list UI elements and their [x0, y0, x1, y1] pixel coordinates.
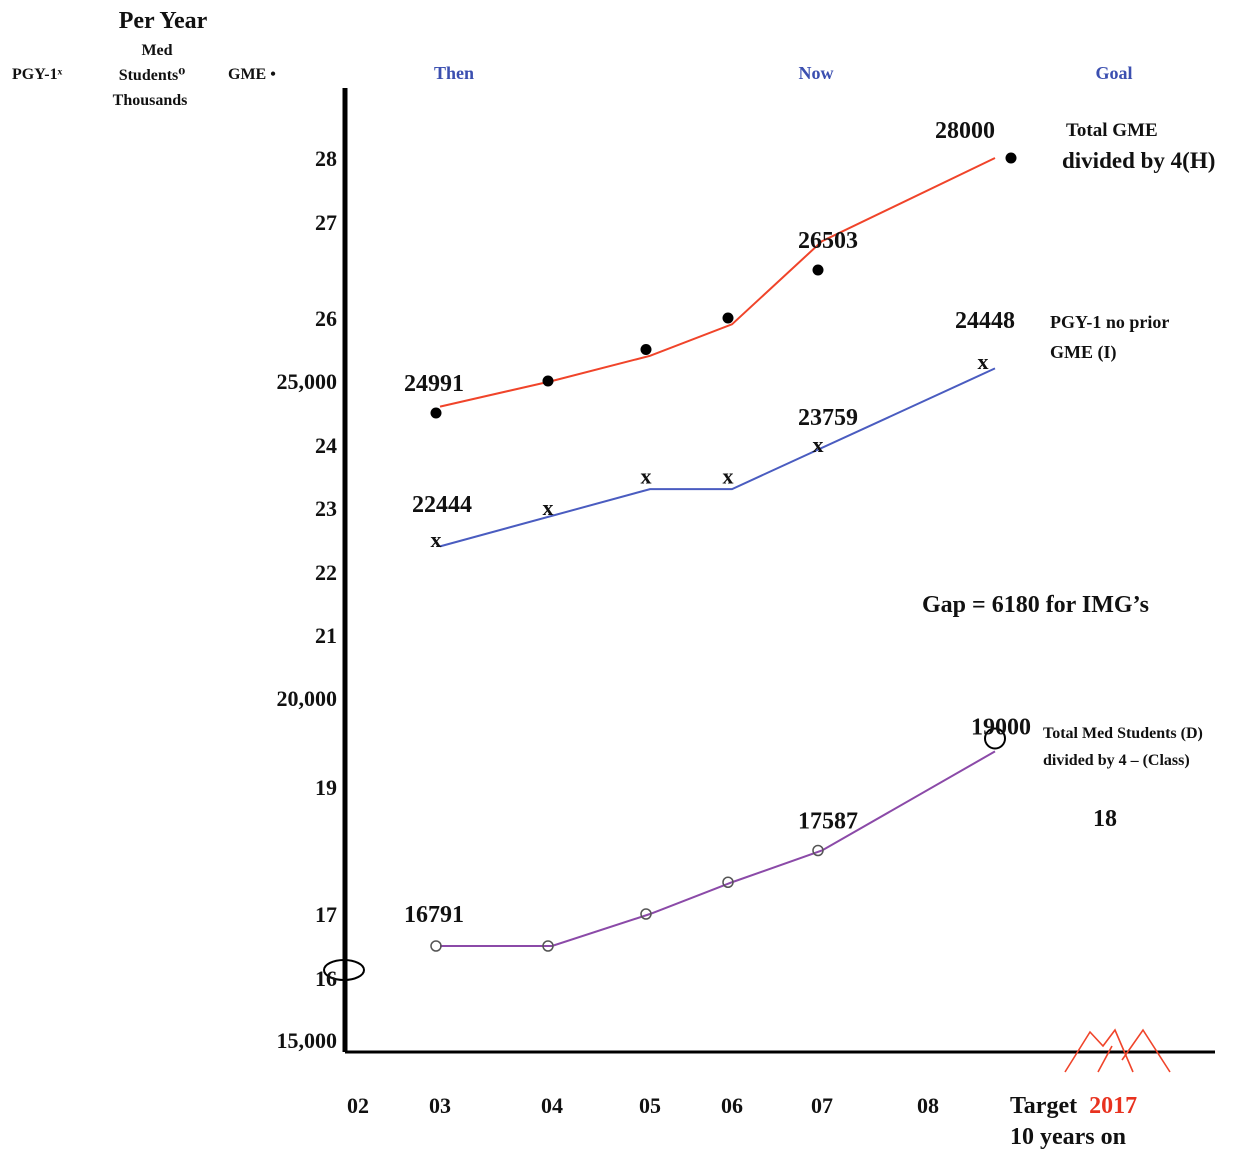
- y-tick-label: 28: [315, 146, 337, 171]
- gme-point: [722, 312, 734, 324]
- axis-break-mark-3: [1121, 1028, 1171, 1073]
- y-tick-label: 19: [315, 775, 337, 800]
- y-tick-label: 21: [315, 623, 337, 648]
- pgy1-header: PGY-1ˣ: [12, 66, 63, 83]
- gme-point: [1005, 152, 1017, 164]
- med-point: [430, 940, 442, 952]
- pgy1-point: x: [813, 432, 824, 457]
- gme-note: divided by 4(H): [1062, 148, 1215, 173]
- gme-value-label: 26503: [798, 228, 858, 254]
- gme-point: [812, 264, 824, 276]
- med-point: [984, 727, 1006, 750]
- y-tick-label: 15,000: [277, 1028, 338, 1053]
- goal-label: Goal: [1095, 63, 1132, 83]
- axis-break-mark-2: [1097, 1045, 1113, 1073]
- y-tick-label: 22: [315, 560, 337, 585]
- med-series: 16791 17587 19000 Total Med Students (D) div…: [404, 715, 1203, 952]
- gme-point: [430, 407, 442, 419]
- pgy1-note: GME (I): [1050, 342, 1117, 363]
- x-tick-label: 02: [347, 1093, 369, 1118]
- y-tick-labels: 28 27 26 25,000 24 23 22 21 20,000 19 17 16 15,000: [277, 146, 338, 1053]
- y-tick-label: 25,000: [277, 369, 338, 394]
- x-tick-labels: 02 03 04 05 06 07 08: [347, 1093, 939, 1118]
- per-year-label: Per Year: [119, 8, 208, 34]
- y-tick-label: 23: [315, 496, 337, 521]
- axis-break-ellipse: [323, 959, 365, 981]
- med-value-label: 16791: [404, 902, 464, 928]
- med-note: Total Med Students (D): [1043, 725, 1203, 742]
- gme-point: [640, 344, 652, 355]
- x-tick-label: 06: [721, 1093, 743, 1118]
- x-tick-label: 05: [639, 1093, 661, 1118]
- gme-note: Total GME: [1066, 120, 1158, 141]
- gme-series: 24991 26503 28000 Total GME divided by 4(H): [404, 118, 1215, 419]
- gme-point: [542, 375, 554, 387]
- series-layer: 24991 26503 28000 Total GME divided by 4(H) x…: [404, 118, 1215, 952]
- target-sub: 10 years on: [1010, 1124, 1126, 1150]
- x-tick-label: 04: [541, 1093, 563, 1118]
- gme-value-label: 28000: [935, 118, 995, 144]
- pgy1-point: x: [978, 349, 989, 374]
- x-tick-label: 03: [429, 1093, 451, 1118]
- students-header: Students⁰: [119, 67, 186, 84]
- pgy1-line: [439, 367, 996, 548]
- gap-annotation: Gap = 6180 for IMG’s: [922, 592, 1149, 618]
- med-value-label: 17587: [798, 809, 858, 835]
- pgy1-series: x x x x x x 22444 23759 24448 PGY-1 no prior GME (…: [412, 308, 1169, 552]
- pgy1-point: x: [431, 527, 442, 552]
- y-tick-label: 17: [315, 902, 337, 927]
- med-point: [542, 940, 554, 952]
- x-tick-label: 08: [917, 1093, 939, 1118]
- pgy1-value-label: 24448: [955, 308, 1015, 334]
- gme-value-label: 24991: [404, 371, 464, 397]
- thousands-header: Thousands: [113, 92, 188, 109]
- pgy1-point: x: [543, 495, 554, 520]
- y-tick-label: 27: [315, 210, 337, 235]
- now-label: Now: [799, 63, 834, 83]
- target-text: Target 2017: [1010, 1093, 1137, 1119]
- med-note: divided by 4 – (Class): [1043, 752, 1190, 769]
- target-label: Target: [1010, 1093, 1077, 1119]
- y-tick-label: 20,000: [277, 686, 338, 711]
- pgy1-point: x: [641, 464, 652, 489]
- then-label: Then: [434, 63, 474, 83]
- y-tick-label: 24: [315, 433, 337, 458]
- gme-line: [439, 157, 996, 408]
- pgy1-point: x: [723, 464, 734, 489]
- pgy1-value-label: 22444: [412, 492, 472, 518]
- target-year: 2017: [1089, 1093, 1137, 1119]
- gme-header: GME •: [228, 66, 276, 83]
- pgy1-note: PGY-1 no prior: [1050, 312, 1169, 332]
- pgy1-value-label: 23759: [798, 405, 858, 431]
- eighteen-annotation: 18: [1093, 806, 1117, 832]
- med-point: [640, 908, 652, 920]
- med-value-label: 19000: [971, 715, 1031, 741]
- med-point: [812, 844, 824, 857]
- y-tick-label: 16: [315, 966, 337, 991]
- axis-break-mark: [1064, 1028, 1134, 1073]
- x-tick-label: 07: [811, 1093, 833, 1118]
- y-tick-label: 26: [315, 306, 337, 331]
- med-header: Med: [141, 42, 172, 59]
- med-point: [722, 876, 734, 888]
- med-line: [440, 750, 996, 947]
